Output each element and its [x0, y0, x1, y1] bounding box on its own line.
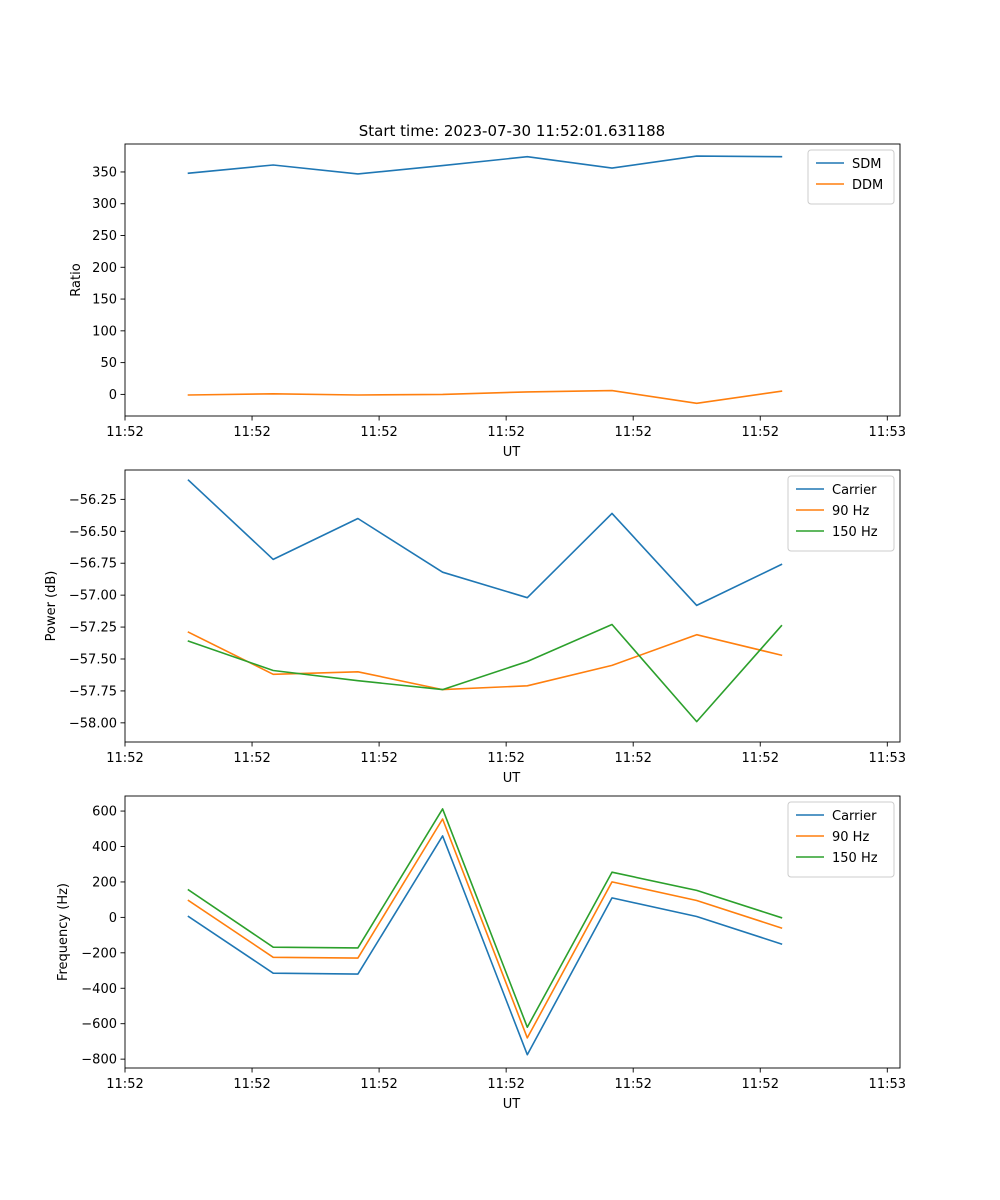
y-tick-label: −58.00: [69, 716, 117, 731]
x-tick-label: 11:52: [487, 751, 524, 766]
y-tick-label: 0: [109, 388, 117, 403]
x-axis-label: UT: [503, 1097, 521, 1112]
axes-frame: [124, 143, 901, 417]
y-tick-label: −57.50: [69, 652, 117, 667]
y-tick-label: 600: [92, 805, 117, 820]
series-line-150-hz: [187, 623, 783, 723]
x-tick-label: 11:52: [742, 751, 779, 766]
legend-label: 90 Hz: [832, 830, 869, 845]
x-tick-label: 11:52: [742, 425, 779, 440]
y-tick-label: 100: [92, 324, 117, 339]
x-tick-label: 11:53: [869, 425, 906, 440]
legend-label: SDM: [852, 157, 881, 172]
x-tick-label: 11:52: [614, 751, 651, 766]
x-tick-label: 11:52: [106, 751, 143, 766]
x-tick-label: 11:52: [487, 1077, 524, 1092]
series-line-90-hz: [187, 818, 783, 1039]
series-line-150-hz: [187, 808, 783, 1028]
x-tick-label: 11:52: [360, 751, 397, 766]
series-line-carrier: [187, 479, 783, 607]
y-tick-label: −56.50: [69, 525, 117, 540]
series-line-90-hz: [187, 631, 783, 691]
y-tick-label: 350: [92, 165, 117, 180]
x-tick-label: 11:52: [487, 425, 524, 440]
y-tick-label: −57.25: [69, 621, 117, 636]
x-axis-label: UT: [503, 771, 521, 786]
x-tick-label: 11:52: [742, 1077, 779, 1092]
y-tick-label: −600: [81, 1017, 117, 1032]
y-tick-label: −57.75: [69, 684, 117, 699]
y-tick-label: 0: [109, 911, 117, 926]
legend-label: Carrier: [832, 483, 877, 498]
legend-label: 150 Hz: [832, 851, 878, 866]
legend: SDM DDM: [807, 149, 895, 205]
legend-label: Carrier: [832, 809, 877, 824]
x-tick-label: 11:52: [233, 751, 270, 766]
series-lines: [187, 155, 783, 405]
y-tick-label: −56.75: [69, 557, 117, 572]
x-tick-label: 11:52: [233, 1077, 270, 1092]
series-line-ddm: [187, 389, 783, 405]
subplot-1: 11:52 11:52 11:52 11:52 11:52 11:52 11:53 0 50 10…: [69, 143, 906, 460]
x-tick-label: 11:52: [360, 425, 397, 440]
legend-label: DDM: [852, 178, 883, 193]
y-tick-label: 200: [92, 875, 117, 890]
subplot-2: 11:52 11:52 11:52 11:52 11:52 11:52 11:53 −58.0…: [44, 469, 906, 786]
axes-frame: [124, 469, 901, 743]
x-tick-label: 11:52: [614, 425, 651, 440]
x-tick-label: 11:52: [360, 1077, 397, 1092]
x-tick-label: 11:52: [233, 425, 270, 440]
subplot-3: 11:52 11:52 11:52 11:52 11:52 11:52 11:53 −800 −…: [56, 795, 906, 1112]
legend: Carrier 90 Hz 150 Hz: [787, 801, 895, 878]
x-tick-label: 11:53: [869, 751, 906, 766]
axes-frame: [124, 795, 901, 1069]
subplots: 11:52 11:52 11:52 11:52 11:52 11:52 11:53 0 50 10…: [44, 143, 906, 1112]
series-line-carrier: [187, 835, 783, 1056]
y-axis-label: Power (dB): [44, 571, 59, 642]
series-lines: [187, 479, 783, 723]
x-tick-label: 11:52: [614, 1077, 651, 1092]
y-tick-label: −57.00: [69, 589, 117, 604]
y-tick-label: 250: [92, 229, 117, 244]
series-line-sdm: [187, 155, 783, 175]
y-tick-label: −56.25: [69, 493, 117, 508]
x-tick-label: 11:52: [106, 1077, 143, 1092]
y-tick-label: −400: [81, 982, 117, 997]
figure-suptitle: Start time: 2023-07-30 11:52:01.631188: [359, 122, 665, 140]
y-tick-label: −800: [81, 1053, 117, 1068]
y-axis-label: Frequency (Hz): [56, 883, 71, 981]
y-tick-label: 200: [92, 261, 117, 276]
y-axis-label: Ratio: [69, 263, 84, 296]
y-tick-label: −200: [81, 946, 117, 961]
y-tick-label: 150: [92, 293, 117, 308]
legend-box: [787, 475, 895, 552]
legend-label: 90 Hz: [832, 504, 869, 519]
x-tick-label: 11:52: [106, 425, 143, 440]
x-tick-label: 11:53: [869, 1077, 906, 1092]
legend: Carrier 90 Hz 150 Hz: [787, 475, 895, 552]
y-tick-label: 400: [92, 840, 117, 855]
series-lines: [187, 808, 783, 1056]
legend-label: 150 Hz: [832, 525, 878, 540]
y-tick-label: 50: [100, 356, 117, 371]
legend-box: [787, 801, 895, 878]
x-axis-label: UT: [503, 445, 521, 460]
y-tick-label: 300: [92, 197, 117, 212]
